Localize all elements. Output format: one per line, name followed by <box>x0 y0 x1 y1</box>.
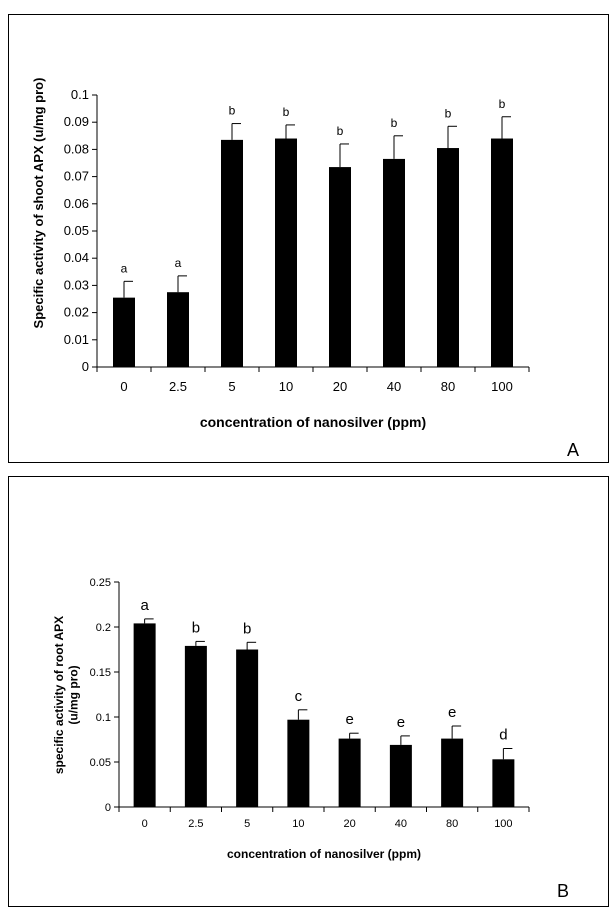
significance-letter: b <box>229 104 236 118</box>
x-tick-label: 10 <box>292 818 304 830</box>
significance-letter: b <box>283 105 290 119</box>
x-axis-title: concentration of nanosilver (ppm) <box>200 414 426 430</box>
significance-letter: b <box>445 106 452 120</box>
y-tick-label: 0.01 <box>64 332 89 347</box>
y-axis-title: Specific activity of shoot APX (u/mg pro… <box>31 78 46 329</box>
panel-label-b: B <box>557 881 570 901</box>
bar-80 <box>437 148 459 367</box>
y-tick-label: 0.09 <box>64 114 89 129</box>
y-axis-title-line: specific activity of root APX <box>52 616 66 774</box>
bar-40 <box>389 744 412 807</box>
y-tick-label: 0.15 <box>90 667 111 679</box>
bar-20 <box>338 738 361 807</box>
x-tick-label: 80 <box>441 379 455 394</box>
y-axis-title: specific activity of root APX(u/mg pro) <box>52 616 80 774</box>
y-tick-label: 0.05 <box>90 757 111 769</box>
bar-2_5 <box>184 645 207 807</box>
y-tick-label: 0.06 <box>64 196 89 211</box>
chart-panel-b: 0 0.05 0.1 0.15 0.2 0.25 a 0 b 2.5 b 5 c 10 e 20 e 40 e 80 d… <box>8 476 609 907</box>
x-tick-label: 2.5 <box>188 818 203 830</box>
significance-letter: d <box>499 727 507 744</box>
significance-letter: e <box>397 714 405 731</box>
y-tick-label: 0.07 <box>64 169 89 184</box>
bar-80 <box>441 738 464 807</box>
y-tick-label: 0.1 <box>71 87 89 102</box>
x-tick-label: 10 <box>279 379 293 394</box>
x-tick-label: 80 <box>446 818 458 830</box>
bar-40 <box>383 158 405 367</box>
bar-10 <box>275 138 297 367</box>
y-tick-label: 0.03 <box>64 277 89 292</box>
y-tick-label: 0.05 <box>64 223 89 238</box>
chart-b-svg: 0 0.05 0.1 0.15 0.2 0.25 a 0 b 2.5 b 5 c 10 e 20 e 40 e 80 d… <box>52 577 530 861</box>
significance-letter: c <box>295 688 303 705</box>
significance-letter: b <box>391 116 398 130</box>
x-axis-title: concentration of nanosilver (ppm) <box>227 847 421 861</box>
y-tick-label: 0.25 <box>90 577 111 589</box>
chart-panel-a: 0 0.01 0.02 0.03 0.04 0.05 0.06 0.07 0.08 0.09 0.1… <box>8 14 609 463</box>
significance-letter: e <box>448 704 456 721</box>
bar-100 <box>491 138 513 367</box>
x-tick-label: 5 <box>244 818 250 830</box>
significance-letter: a <box>121 261 128 275</box>
bar-100 <box>492 759 515 807</box>
significance-letter: e <box>345 711 353 728</box>
bar-5 <box>236 649 259 807</box>
significance-letter: b <box>337 124 344 138</box>
y-tick-label: 0.04 <box>64 250 89 265</box>
y-tick-label: 0 <box>82 359 89 374</box>
x-tick-label: 100 <box>494 818 512 830</box>
y-tick-label: 0.1 <box>96 712 111 724</box>
bar-20 <box>329 167 351 367</box>
bar-10 <box>287 719 310 807</box>
bar-0 <box>113 297 135 367</box>
significance-letter: a <box>175 256 182 270</box>
y-tick-label: 0.08 <box>64 141 89 156</box>
x-tick-label: 2.5 <box>169 379 187 394</box>
y-axis-title-line: (u/mg pro) <box>66 665 80 724</box>
bar-2_5 <box>167 292 189 367</box>
y-tick-label: 0.02 <box>64 305 89 320</box>
significance-letter: b <box>192 619 200 636</box>
y-tick-label: 0 <box>105 802 111 814</box>
x-tick-label: 100 <box>491 379 513 394</box>
x-tick-label: 40 <box>387 379 401 394</box>
significance-letter: b <box>499 97 506 111</box>
bar-0 <box>133 623 156 807</box>
x-tick-label: 0 <box>142 818 148 830</box>
x-tick-label: 20 <box>344 818 356 830</box>
bar-5 <box>221 139 243 367</box>
significance-letter: a <box>140 597 149 614</box>
x-tick-label: 40 <box>395 818 407 830</box>
chart-a-svg: 0 0.01 0.02 0.03 0.04 0.05 0.06 0.07 0.08 0.09 0.1… <box>31 78 530 430</box>
x-tick-label: 5 <box>228 379 235 394</box>
y-tick-label: 0.2 <box>96 622 111 634</box>
significance-letter: b <box>243 620 251 637</box>
panel-label-a: A <box>567 440 580 460</box>
x-tick-label: 20 <box>333 379 347 394</box>
x-tick-label: 0 <box>120 379 127 394</box>
